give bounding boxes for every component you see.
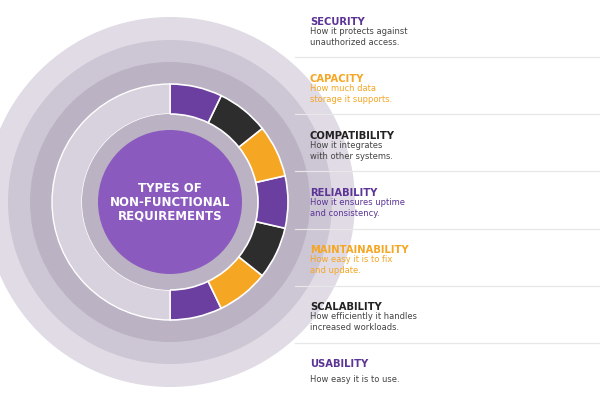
Text: TYPES OF: TYPES OF — [138, 182, 202, 194]
Text: How easy it is to fix
and update.: How easy it is to fix and update. — [310, 255, 392, 275]
Text: USABILITY: USABILITY — [310, 360, 368, 370]
Text: How much data
storage it supports.: How much data storage it supports. — [310, 84, 392, 104]
Text: How easy it is to use.: How easy it is to use. — [310, 375, 400, 384]
Wedge shape — [208, 96, 262, 147]
Text: SECURITY: SECURITY — [310, 16, 365, 26]
Circle shape — [8, 40, 332, 364]
Text: CAPACITY: CAPACITY — [310, 74, 364, 84]
Text: MAINTAINABILITY: MAINTAINABILITY — [310, 245, 409, 255]
Wedge shape — [82, 114, 170, 290]
Text: REQUIREMENTS: REQUIREMENTS — [118, 210, 223, 222]
Text: How it protects against
unauthorized access.: How it protects against unauthorized acc… — [310, 26, 407, 47]
Wedge shape — [208, 257, 262, 308]
Circle shape — [98, 130, 242, 274]
Wedge shape — [170, 281, 221, 320]
Text: RELIABILITY: RELIABILITY — [310, 188, 377, 198]
Wedge shape — [170, 84, 221, 123]
Text: How it ensures uptime
and consistency.: How it ensures uptime and consistency. — [310, 198, 405, 218]
Text: How efficiently it handles
increased workloads.: How efficiently it handles increased wor… — [310, 312, 417, 332]
Text: How it integrates
with other systems.: How it integrates with other systems. — [310, 141, 393, 161]
Text: NON-FUNCTIONAL: NON-FUNCTIONAL — [110, 196, 230, 208]
Text: SCALABILITY: SCALABILITY — [310, 302, 382, 312]
Circle shape — [30, 62, 310, 342]
Circle shape — [0, 17, 355, 387]
Wedge shape — [239, 222, 285, 276]
Wedge shape — [52, 84, 170, 320]
Wedge shape — [256, 176, 288, 228]
Wedge shape — [239, 128, 285, 182]
Text: COMPATIBILITY: COMPATIBILITY — [310, 131, 395, 141]
